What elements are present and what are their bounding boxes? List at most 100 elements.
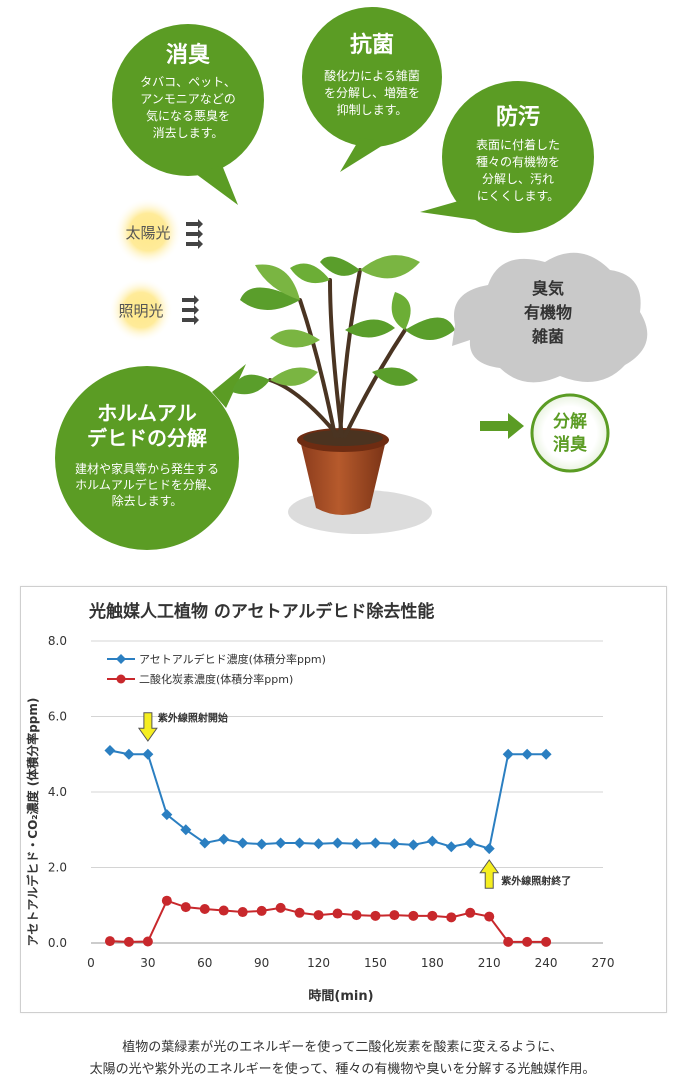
antifouling-line-2: 種々の有機物を: [476, 154, 560, 169]
acetaldehyde-point: [313, 838, 325, 850]
legend-marker: [116, 654, 126, 664]
lamplight-source: 照明光: [109, 278, 199, 342]
pollutant-odor: 臭気: [532, 279, 564, 298]
x-tick-label: 90: [254, 956, 269, 970]
deodorize-title: 消臭: [166, 42, 210, 68]
sunlight-arrows-icon: [186, 219, 203, 249]
deodorize-line-2: アンモニアなどの: [140, 92, 236, 106]
chart-series: [104, 744, 552, 947]
co2-point: [332, 908, 343, 919]
annotation-label-end: 紫外線照射終了: [501, 874, 571, 887]
co2-point: [218, 905, 229, 916]
antifouling-line-1: 表面に付着した: [476, 137, 560, 152]
acetaldehyde-point: [407, 839, 419, 851]
result-line-2: 消臭: [553, 434, 587, 455]
x-tick-label: 210: [478, 956, 501, 970]
performance-chart: 光触媒人工植物 のアセトアルデヒド除去性能 0.0 2.0 4.0 6.0 8.0 0 30…: [25, 601, 615, 1004]
chart-legend: アセトアルデヒド濃度(体積分率ppm) 二酸化炭素濃度(体積分率ppm): [107, 652, 326, 686]
deodorize-line-1: タバコ、ペット、: [140, 75, 236, 89]
chart-panel: 光触媒人工植物 のアセトアルデヒド除去性能 0.0 2.0 4.0 6.0 8.0 0 30…: [20, 586, 667, 1013]
deodorize-line-4: 消去します。: [153, 126, 224, 140]
co2-point: [199, 904, 210, 915]
acetaldehyde-point: [180, 824, 192, 836]
acetaldehyde-point: [142, 748, 154, 760]
pollutant-cloud: 臭気 有機物 雑菌: [452, 252, 648, 383]
co2-point: [370, 910, 381, 921]
x-tick-label: 60: [197, 956, 212, 970]
acetaldehyde-point: [199, 837, 211, 849]
acetaldehyde-point: [275, 837, 287, 849]
antibacterial-line-2: を分解し、増殖を: [324, 85, 420, 100]
antifouling-line-4: にくくします。: [477, 189, 560, 203]
deodorize-line-3: 気になる悪臭を: [146, 108, 230, 123]
co2-point: [123, 936, 134, 947]
legend-label: 二酸化炭素濃度(体積分率ppm): [139, 672, 293, 686]
result-badge: 分解 消臭: [530, 393, 610, 473]
antifouling-line-3: 分解し、汚れ: [482, 172, 554, 186]
acetaldehyde-point: [350, 838, 362, 850]
result-line-1: 分解: [553, 411, 587, 432]
formaldehyde-line-3: 除去します。: [112, 493, 183, 508]
co2-point: [465, 907, 476, 918]
x-tick-label: 270: [592, 956, 615, 970]
antibacterial-bubble: 抗菌 酸化力による雑菌 を分解し、増殖を 抑制します。: [302, 7, 442, 172]
co2-point: [313, 910, 324, 921]
formaldehyde-line-1: 建材や家具等から発生する: [75, 461, 219, 476]
co2-point: [522, 936, 533, 947]
x-axis-label: 時間(min): [308, 988, 373, 1004]
co2-point: [484, 911, 495, 922]
co2-point: [104, 936, 115, 947]
acetaldehyde-point: [464, 837, 476, 849]
co2-point: [446, 912, 457, 923]
lamplight-arrows-icon: [182, 295, 199, 325]
acetaldehyde-point: [426, 835, 438, 847]
caption-line-1: 植物の葉緑素が光のエネルギーを使って二酸化炭素を酸素に変えるように、: [122, 1040, 563, 1055]
pollutant-bacteria: 雑菌: [531, 327, 564, 346]
annotation-label-start: 紫外線照射開始: [158, 712, 228, 725]
deodorize-bubble: 消臭 タバコ、ペット、 アンモニアなどの 気になる悪臭を 消去します。: [112, 24, 264, 205]
y-axis-label: アセトアルデヒド・CO₂濃度 (体積分率ppm): [25, 698, 40, 947]
acetaldehyde-point: [256, 838, 268, 850]
acetaldehyde-point: [369, 837, 381, 849]
result-arrow-icon: [480, 413, 524, 439]
antibacterial-line-1: 酸化力による雑菌: [324, 68, 420, 83]
formaldehyde-title-2: デヒドの分解: [87, 426, 207, 450]
pollutant-organics: 有機物: [524, 303, 572, 322]
formaldehyde-line-2: ホルムアルデヒドを分解、: [75, 477, 219, 492]
y-tick-label: 6.0: [48, 710, 67, 724]
co2-point: [389, 910, 400, 921]
co2-point: [180, 902, 191, 913]
y-tick-label: 8.0: [48, 634, 67, 648]
acetaldehyde-point: [104, 744, 116, 756]
co2-point: [161, 895, 172, 906]
y-tick-label: 4.0: [48, 785, 67, 799]
co2-point: [256, 905, 267, 916]
illustration: 消臭 タバコ、ペット、 アンモニアなどの 気になる悪臭を 消去します。 抗菌 酸…: [55, 7, 648, 550]
acetaldehyde-point: [502, 748, 514, 760]
formaldehyde-title-1: ホルムアル: [97, 401, 196, 425]
caption-line-2: 太陽の光や紫外光のエネルギーを使って、種々の有機物や臭いを分解する光触媒作用。: [89, 1062, 596, 1077]
co2-point: [351, 910, 362, 921]
legend-label: アセトアルデヒド濃度(体積分率ppm): [139, 652, 326, 666]
antibacterial-title: 抗菌: [350, 32, 394, 58]
acetaldehyde-point: [237, 837, 249, 849]
x-tick-label: 30: [140, 956, 155, 970]
sunlight-label: 太陽光: [125, 224, 170, 242]
co2-point: [142, 936, 153, 947]
acetaldehyde-point: [218, 833, 230, 845]
uv-end-arrow-icon: 紫外線照射終了: [479, 859, 571, 889]
acetaldehyde-point: [521, 748, 533, 760]
acetaldehyde-point: [445, 841, 457, 853]
co2-point: [237, 907, 248, 918]
x-tick-label: 150: [364, 956, 387, 970]
y-tick-label: 0.0: [48, 936, 67, 950]
co2-point: [408, 910, 419, 921]
acetaldehyde-point: [294, 837, 306, 849]
legend-marker: [116, 674, 126, 684]
x-tick-label: 240: [535, 956, 558, 970]
chart-title: 光触媒人工植物 のアセトアルデヒド除去性能: [88, 601, 434, 622]
co2-point: [294, 907, 305, 918]
x-tick-label: 180: [421, 956, 444, 970]
uv-start-arrow-icon: 紫外線照射開始: [137, 712, 228, 742]
